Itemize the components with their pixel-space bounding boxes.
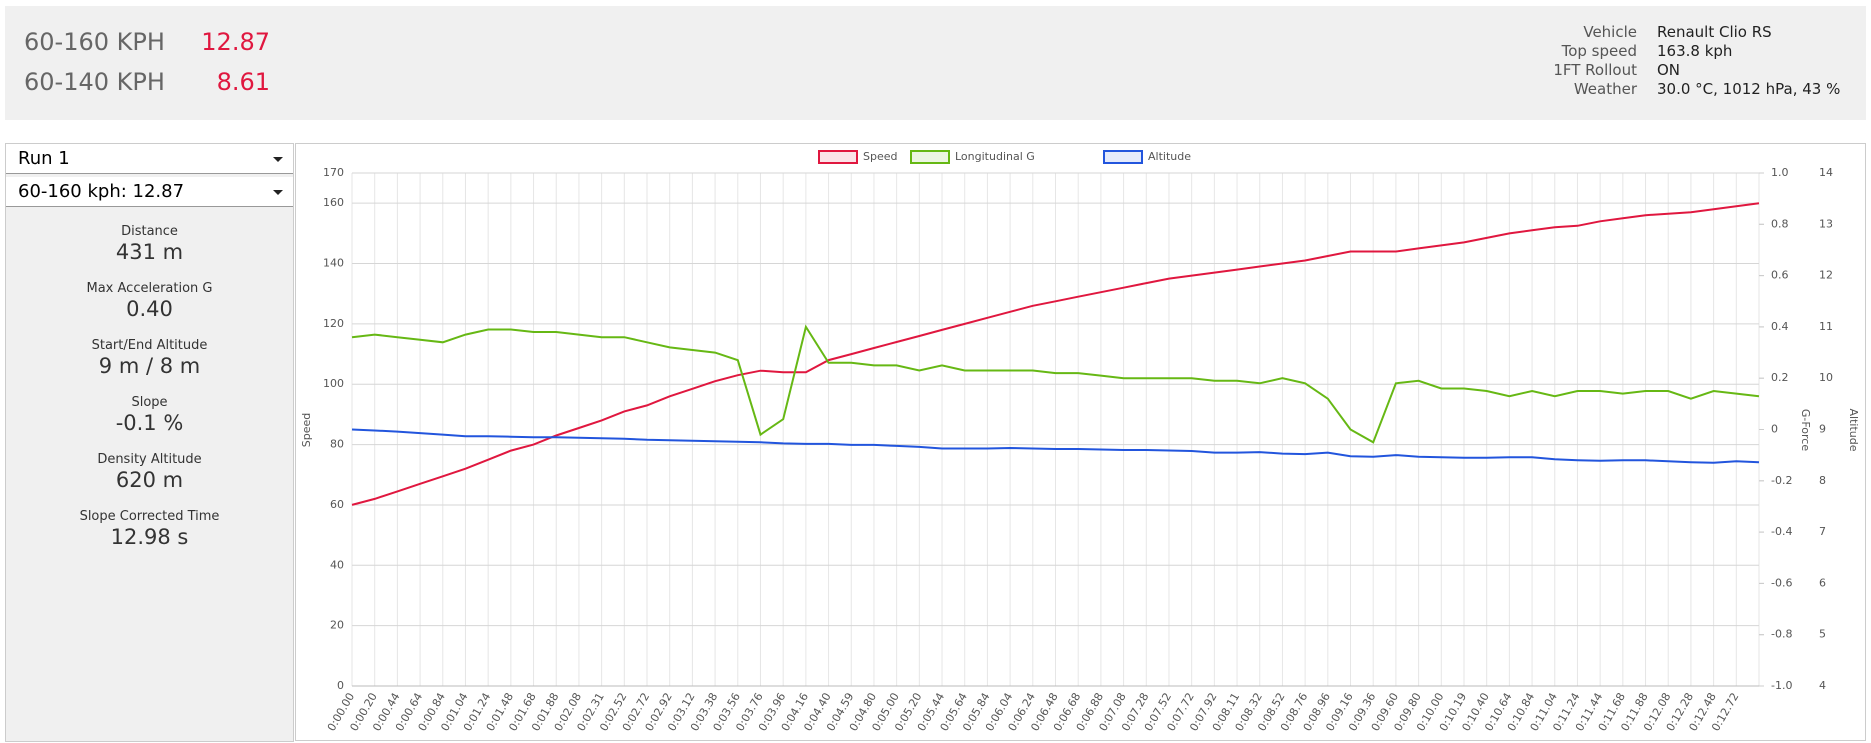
y-tick-label: 140 (323, 257, 344, 270)
stat-label: Slope Corrected Time (79, 509, 220, 524)
y-axis-title: Speed (300, 413, 313, 447)
y2-tick-label: -0.2 (1771, 474, 1792, 487)
y3-axis-title: Altitude (1847, 409, 1860, 452)
y3-tick-label: 7 (1819, 525, 1826, 538)
y-tick-label: 160 (323, 196, 344, 209)
y3-tick-label: 6 (1819, 576, 1826, 589)
result-value: 12.87 (201, 28, 270, 56)
y-tick-label: 170 (323, 166, 344, 179)
legend-label[interactable]: Altitude (1148, 150, 1191, 163)
legend-swatch[interactable] (1103, 150, 1143, 164)
y2-tick-label: -0.6 (1771, 576, 1792, 589)
info-key: 1FT Rollout (1553, 61, 1637, 79)
chart-frame (295, 143, 1866, 741)
y3-tick-label: 5 (1819, 628, 1826, 641)
y-tick-label: 60 (330, 498, 344, 511)
header: 60-160 KPH 12.87 60-140 KPH 8.61 Vehicle… (5, 6, 1866, 120)
y3-tick-label: 12 (1819, 269, 1833, 282)
y-tick-label: 100 (323, 377, 344, 390)
y3-tick-label: 13 (1819, 217, 1833, 230)
y3-tick-label: 11 (1819, 320, 1833, 333)
y2-tick-label: 0 (1771, 423, 1778, 436)
info-value: 30.0 °C, 1012 hPa, 43 % (1657, 80, 1841, 98)
y2-tick-label: 0.4 (1771, 320, 1789, 333)
stat-value: 620 m (115, 468, 184, 492)
y3-tick-label: 10 (1819, 371, 1833, 384)
stat-label: Slope (131, 395, 168, 410)
y2-tick-label: 0.2 (1771, 371, 1789, 384)
run-select[interactable]: Run 1 (6, 144, 293, 174)
legend-label[interactable]: Speed (863, 150, 897, 163)
stat-label: Distance (121, 224, 178, 239)
series-line (351, 324, 1760, 444)
stat-value: 0.40 (126, 297, 173, 321)
result-label: 60-140 KPH (24, 68, 165, 96)
result-value: 8.61 (216, 68, 270, 96)
sidebar: Run 1 60-160 kph: 12.87 Distance 431 m Max… (5, 143, 294, 742)
stat-label: Max Acceleration G (86, 281, 213, 296)
y2-tick-label: -1.0 (1771, 679, 1792, 692)
chart: 0:00.000:00.200:00.440:00.640:00.840:01.… (295, 143, 1866, 741)
y2-axis-title: G-Force (1799, 409, 1812, 451)
stat-label: Start/End Altitude (91, 338, 208, 353)
y-tick-label: 40 (330, 558, 344, 571)
y2-tick-label: 0.6 (1771, 269, 1789, 282)
stat-value: 12.98 s (110, 525, 189, 549)
y2-tick-label: -0.4 (1771, 525, 1792, 538)
stat-value: -0.1 % (115, 411, 184, 435)
y-tick-label: 120 (323, 317, 344, 330)
legend-swatch[interactable] (818, 150, 858, 164)
stat-value: 431 m (115, 240, 184, 264)
result-label: 60-160 KPH (24, 28, 165, 56)
y-tick-label: 20 (330, 619, 344, 632)
stat-value: 9 m / 8 m (98, 354, 201, 378)
y3-tick-label: 4 (1819, 679, 1826, 692)
y-tick-label: 0 (337, 679, 344, 692)
legend-label[interactable]: Longitudinal G (955, 150, 1035, 163)
info-value: Renault Clio RS (1657, 23, 1772, 41)
info-key: Top speed (1561, 42, 1637, 60)
info-key: Vehicle (1583, 23, 1637, 41)
series-line (351, 428, 1760, 464)
y2-tick-label: 0.8 (1771, 217, 1789, 230)
stat-label: Density Altitude (97, 452, 202, 467)
y3-tick-label: 9 (1819, 423, 1826, 436)
y2-tick-label: -0.8 (1771, 628, 1792, 641)
info-key: Weather (1573, 80, 1637, 98)
y2-tick-label: 1.0 (1771, 166, 1789, 179)
result-select[interactable]: 60-160 kph: 12.87 (6, 177, 293, 207)
series-line (351, 202, 1760, 506)
info-value: ON (1657, 61, 1681, 79)
y3-tick-label: 14 (1819, 166, 1833, 179)
y3-tick-label: 8 (1819, 474, 1826, 487)
y-tick-label: 80 (330, 438, 344, 451)
info-value: 163.8 kph (1657, 42, 1733, 60)
legend-swatch[interactable] (910, 150, 950, 164)
